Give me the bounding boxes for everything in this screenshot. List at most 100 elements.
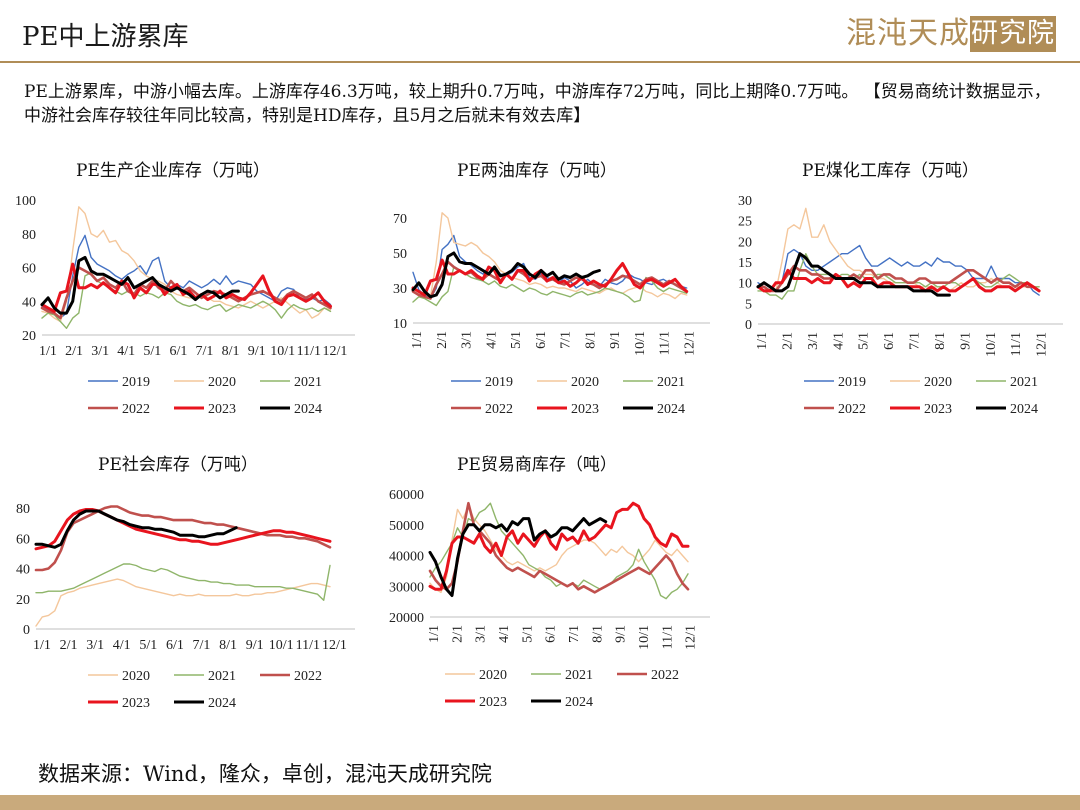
x-tick-label: 4/1 (117, 344, 135, 359)
y-tick-label: 60 (16, 532, 30, 547)
x-tick-label: 9/1 (958, 332, 973, 350)
chart-canvas: 10 30 50 70 1/1 2/1 3/1 4/1 5/1 6/1 7/1 8/1 9/1 10/1 1… (393, 212, 710, 417)
summary-text: PE上游累库，中游小幅去库。上游库存46.3万吨，较上期升0.7万吨，中游库存7… (24, 82, 1051, 126)
x-tick-label: 3/1 (806, 332, 821, 350)
series-line-2019 (41, 234, 332, 319)
x-tick-label: 10/1 (269, 638, 294, 653)
series-line-2023 (411, 258, 689, 297)
series-line-2023 (428, 501, 690, 591)
y-tick-label: 0 (745, 318, 752, 333)
chart-two-oil-inventory: PE两油库存（万吨） 10 30 50 70 1/1 2/1 3/1 4/1 5/1 6/1 7/1… (375, 150, 720, 435)
chart-coal-inventory: PE煤化工库存（万吨） 0 5 10 15 20 25 30 1/1 2/1 3/1 4/1 5/1 6… (728, 150, 1073, 435)
chart-canvas: 20 40 60 80 100 1/1 2/1 3/1 4/1 5/1 6/1 7/1 8/1 9/1 10… (15, 194, 355, 417)
chart-title: PE煤化工库存（万吨） (802, 161, 979, 181)
legend-label-2022: 2022 (485, 402, 513, 417)
chart-canvas: 0 20 40 60 80 1/1 2/1 3/1 4/1 5/1 6/1 7/1 8/1 9/1 10/1… (16, 502, 355, 711)
chart-social-inventory: PE社会库存（万吨） 0 20 40 60 80 1/1 2/1 3/1 4/1 5/1 6/1 7/… (10, 443, 362, 728)
logo-box-text: 研究院 (970, 16, 1056, 52)
series-line-2024 (40, 255, 240, 315)
legend-label-2022: 2022 (122, 402, 150, 417)
bottom-bar (0, 795, 1080, 810)
series-line-2022 (428, 501, 690, 594)
x-tick-label: 1/1 (427, 625, 442, 643)
x-tick-label: 1/1 (410, 331, 425, 349)
x-tick-label: 8/1 (583, 331, 598, 349)
x-tick-label: 10/1 (633, 331, 648, 356)
x-tick-label: 6/1 (166, 638, 184, 653)
x-tick-label: 1/1 (755, 332, 770, 350)
x-tick-label: 7/1 (193, 638, 211, 653)
x-tick-label: 11/1 (658, 331, 673, 355)
y-tick-label: 50 (393, 247, 407, 262)
series-line-2020 (41, 206, 332, 323)
series-line-2021 (429, 502, 689, 600)
y-tick-label: 20 (738, 235, 752, 250)
y-tick-label: 80 (22, 228, 36, 243)
x-tick-label: 4/1 (113, 638, 131, 653)
legend-label-2023: 2023 (208, 402, 236, 417)
series-line-2022 (756, 264, 1041, 293)
x-tick-label: 2/1 (435, 331, 450, 349)
legend-label-2019: 2019 (485, 375, 513, 390)
page-title: PE中上游累库 (22, 22, 189, 52)
legend-label-2021: 2021 (657, 375, 685, 390)
x-tick-label: 12/1 (684, 625, 699, 650)
y-tick-label: 5 (745, 297, 752, 312)
x-tick-label: 12/1 (322, 638, 347, 653)
legend-label-2022: 2022 (838, 402, 866, 417)
y-tick-label: 70 (393, 212, 407, 227)
y-tick-label: 60000 (389, 488, 424, 503)
x-tick-label: 8/1 (222, 344, 240, 359)
legend-label-2023: 2023 (479, 695, 507, 710)
x-tick-label: 3/1 (460, 331, 475, 349)
x-tick-label: 1/1 (33, 638, 51, 653)
x-tick-label: 11/1 (660, 625, 675, 649)
x-tick-label: 10/1 (984, 332, 999, 357)
x-tick-label: 3/1 (474, 625, 489, 643)
x-tick-label: 12/1 (322, 344, 347, 359)
y-tick-label: 20 (16, 593, 30, 608)
x-tick-label: 5/1 (143, 344, 161, 359)
y-tick-label: 30000 (389, 580, 424, 595)
x-tick-label: 4/1 (484, 331, 499, 349)
legend-label-2022: 2022 (294, 669, 322, 684)
x-tick-label: 3/1 (86, 638, 104, 653)
legend-label-2024: 2024 (565, 695, 593, 710)
series-line-2022 (40, 266, 332, 320)
legend-label-2019: 2019 (122, 375, 150, 390)
y-tick-label: 0 (23, 623, 30, 638)
series-line-2024 (756, 252, 951, 297)
data-source: 数据来源：Wind，隆众，卓创，混沌天成研究院 (38, 762, 492, 786)
legend-label-2019: 2019 (838, 375, 866, 390)
x-tick-label: 5/1 (857, 332, 872, 350)
x-tick-label: 8/1 (590, 625, 605, 643)
legend-label-2024: 2024 (1010, 402, 1038, 417)
x-tick-label: 9/1 (608, 331, 623, 349)
legend-label-2021: 2021 (208, 669, 236, 684)
x-tick-label: 8/1 (219, 638, 237, 653)
legend-label-2024: 2024 (657, 402, 685, 417)
y-tick-label: 25 (738, 215, 752, 230)
chart-title: PE生产企业库存（万吨） (76, 161, 270, 181)
x-tick-label: 3/1 (91, 344, 109, 359)
series-line-2024 (34, 509, 238, 549)
y-tick-label: 30 (393, 282, 407, 297)
series-line-2022 (34, 505, 332, 572)
x-tick-label: 10/1 (637, 625, 652, 650)
x-tick-label: 5/1 (520, 625, 535, 643)
legend-label-2020: 2020 (571, 375, 599, 390)
x-tick-label: 1/1 (39, 344, 57, 359)
y-tick-label: 80 (16, 502, 30, 517)
x-tick-label: 12/1 (1035, 332, 1050, 357)
y-tick-label: 20000 (389, 611, 424, 626)
legend-label-2022: 2022 (651, 668, 679, 683)
x-tick-label: 8/1 (933, 332, 948, 350)
x-tick-label: 10/1 (270, 344, 295, 359)
series-line-2019 (757, 244, 1040, 296)
legend-label-2023: 2023 (924, 402, 952, 417)
x-tick-label: 2/1 (60, 638, 78, 653)
x-tick-label: 11/1 (1009, 332, 1024, 356)
x-tick-label: 4/1 (497, 625, 512, 643)
chart-canvas: 20000 30000 40000 50000 60000 1/1 2/1 3/1 4/1 5/1… (389, 488, 710, 710)
y-tick-label: 50000 (389, 519, 424, 534)
